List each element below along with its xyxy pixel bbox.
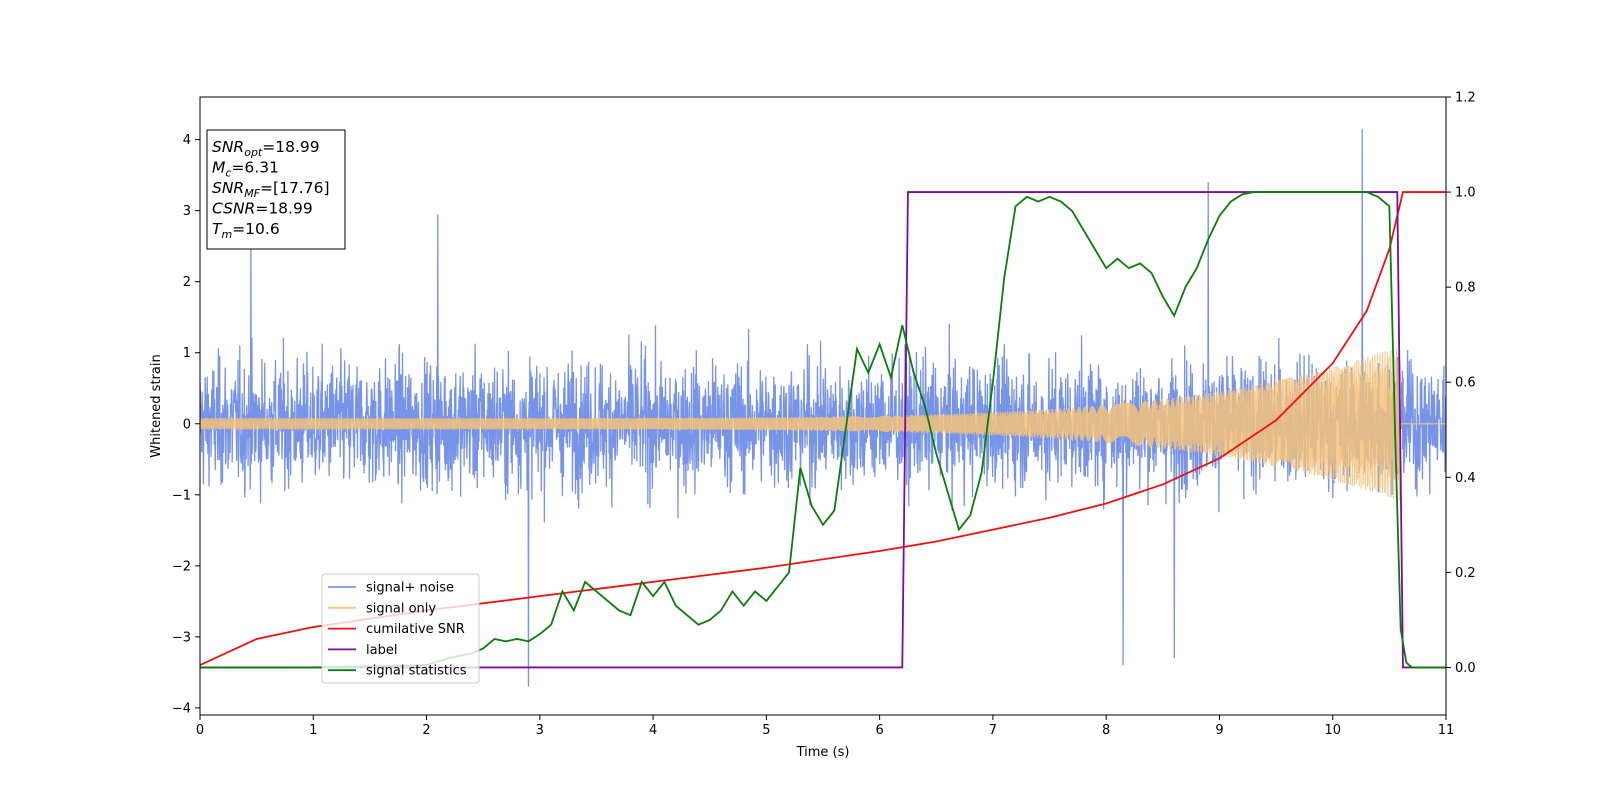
legend-label: signal statistics (366, 664, 467, 679)
x-tick-label: 9 (1215, 723, 1223, 738)
y-tick-label: 1 (183, 346, 191, 361)
legend-label: cumilative SNR (366, 622, 465, 637)
x-tick-label: 8 (1102, 723, 1110, 738)
y-tick-label: −2 (172, 559, 191, 574)
annotation-line: Mc=6.31 (212, 159, 279, 180)
y2-tick-label: 0.8 (1455, 281, 1476, 296)
x-tick-label: 5 (762, 723, 770, 738)
series-signal-statistics-line (200, 191, 1446, 669)
annotation-line: SNRopt=18.99 (212, 138, 320, 159)
x-tick-label: 11 (1438, 723, 1455, 738)
y2-tick-label: 0.0 (1455, 661, 1476, 676)
y-tick-label: 2 (183, 275, 191, 290)
x-tick-label: 3 (536, 723, 544, 738)
annotation-line: SNRMF=[17.76] (212, 179, 330, 200)
x-tick-label: 0 (196, 723, 204, 738)
y2-tick-label: 1.2 (1455, 91, 1476, 106)
y-tick-label: 0 (183, 417, 191, 432)
legend-label: signal+ noise (366, 581, 454, 596)
plot-frame (199, 96, 1447, 716)
legend-box (321, 573, 480, 684)
legend-label: label (366, 643, 397, 658)
x-tick-label: 4 (649, 723, 657, 738)
axes: 0 1 2 3 4 5 6 7 8 9 10 11 −4 −3 −2 −1 0 1 2 3 4 0.0 0.2 0.4 0.6 0… (172, 91, 1476, 739)
y-tick-label: 4 (183, 133, 191, 148)
legend-label: signal only (366, 601, 436, 616)
y2-tick-label: 0.6 (1455, 376, 1476, 391)
annotation-line: CSNR=18.99 (212, 200, 313, 218)
series-label-line (200, 191, 1446, 669)
y-tick-label: −4 (172, 701, 191, 716)
x-tick-label: 2 (422, 723, 430, 738)
x-axis-label: Time (s) (796, 745, 850, 760)
y2-tick-label: 1.0 (1455, 186, 1476, 201)
y-tick-label: −3 (172, 630, 191, 645)
x-tick-label: 1 (309, 723, 317, 738)
x-tick-label: 7 (989, 723, 997, 738)
y-axis-label: Whitened strain (149, 354, 164, 457)
x-tick-label: 6 (875, 723, 883, 738)
stats-annotation: SNRopt=18.99Mc=6.31SNRMF=[17.76]CSNR=18.… (206, 129, 346, 250)
series-signal-noise-line (200, 128, 1446, 687)
y-tick-label: −1 (172, 488, 191, 503)
y2-tick-label: 0.4 (1455, 471, 1476, 486)
y2-tick-label: 0.2 (1455, 566, 1476, 581)
legend: signal+ noise signal only cumilative SNR la… (321, 573, 480, 684)
y-tick-label: 3 (183, 204, 191, 219)
annotation-line: Tm=10.6 (212, 220, 280, 241)
annotation-box (206, 129, 346, 250)
series-signal-only-line (200, 346, 1446, 501)
x-tick-label: 10 (1324, 723, 1341, 738)
